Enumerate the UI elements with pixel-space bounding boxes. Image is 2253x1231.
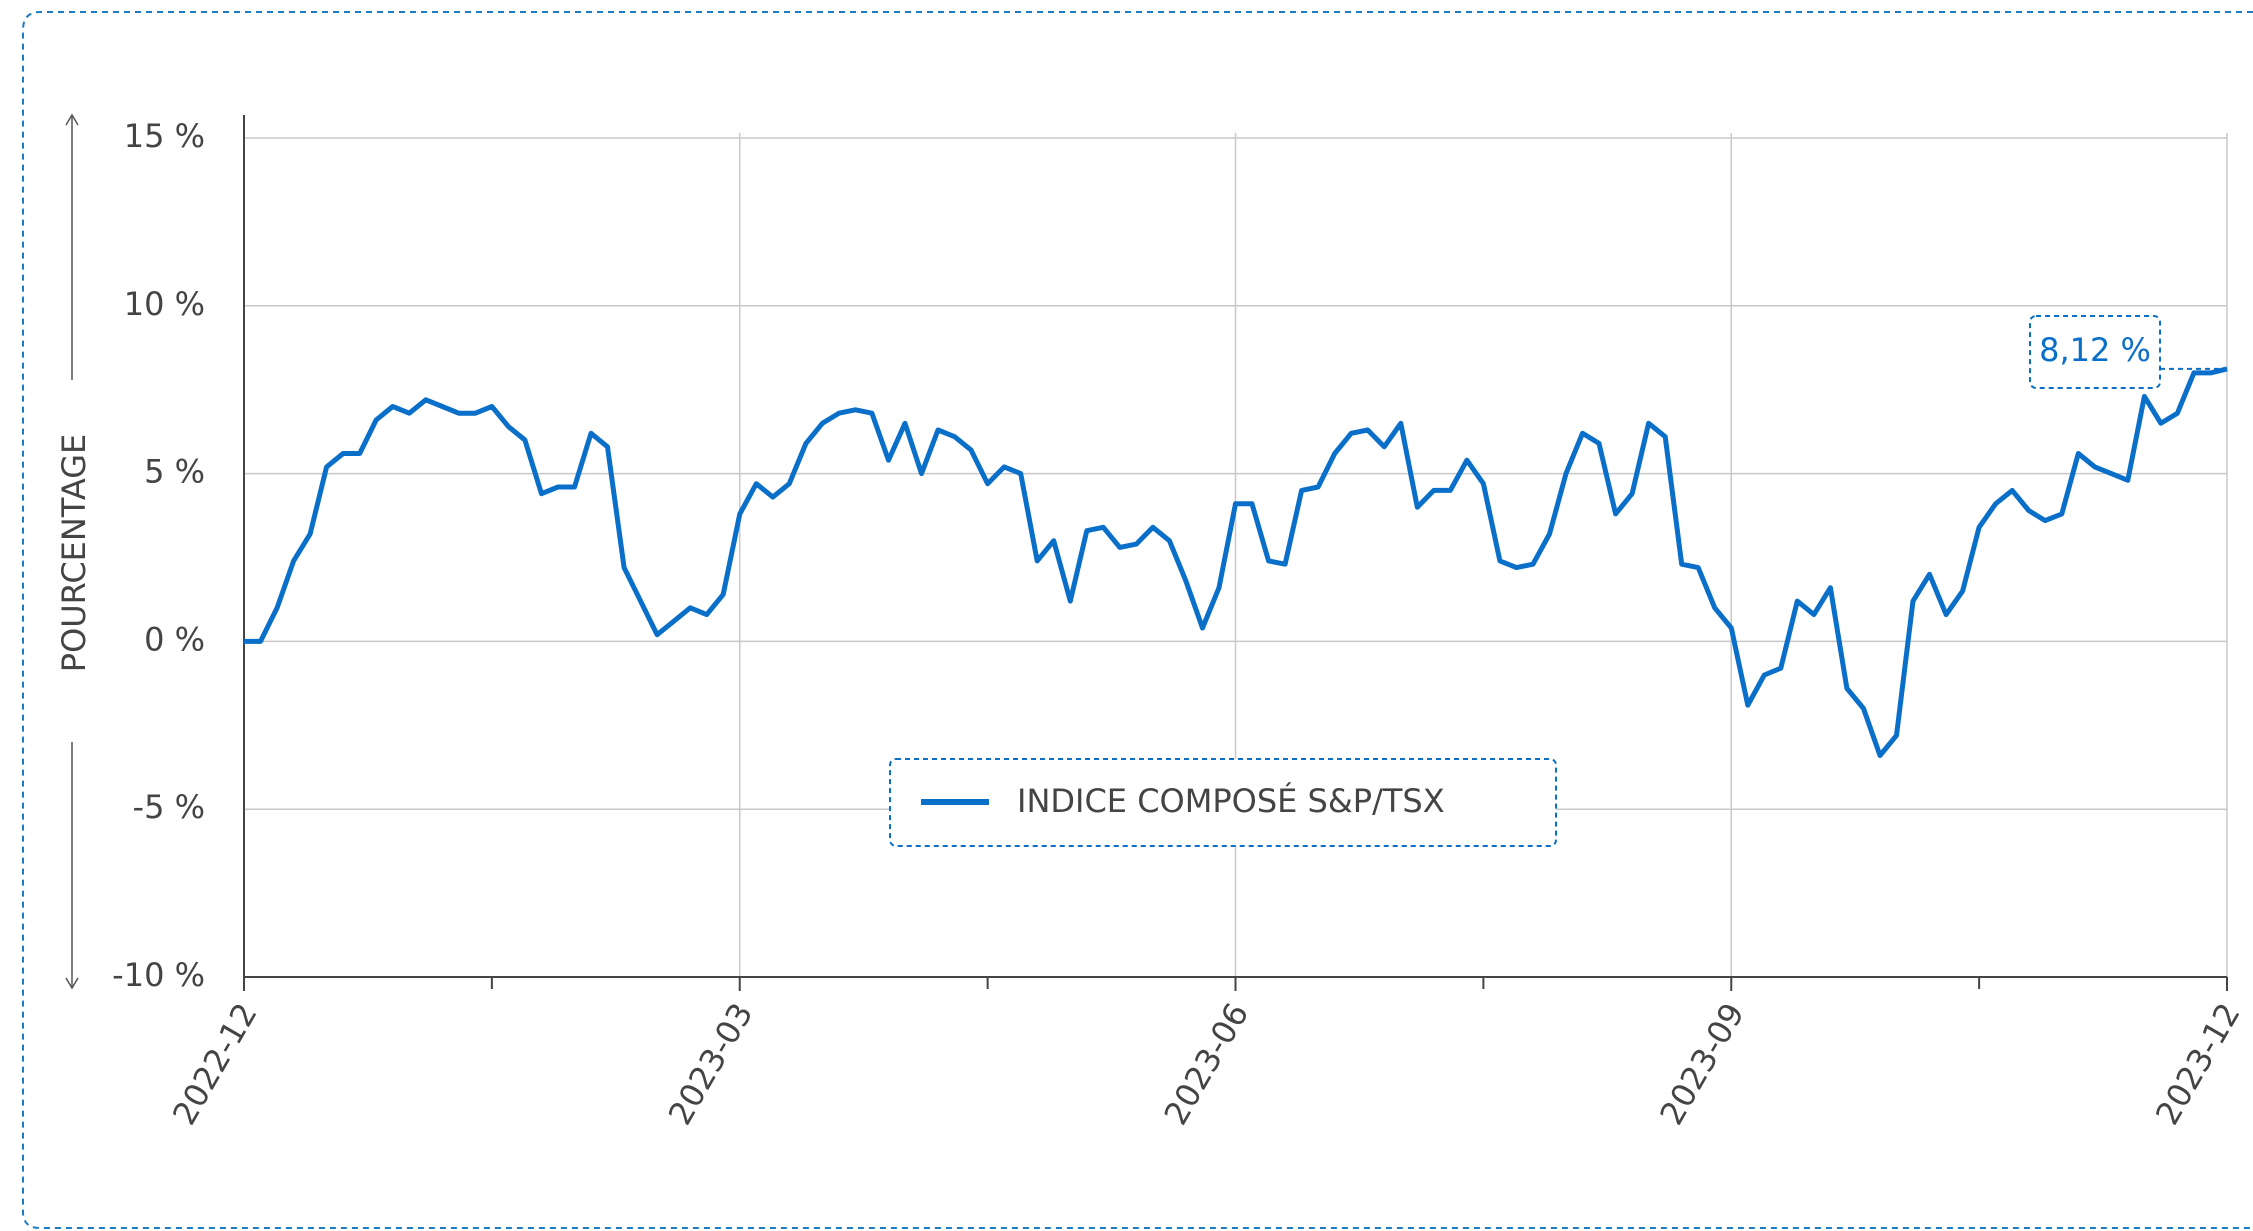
- line: [244, 366, 2228, 758]
- y-tick-label: -10 %: [112, 956, 205, 994]
- y-tick-label: 5 %: [144, 453, 205, 491]
- x-tick-label: 2023-09: [1652, 997, 1752, 1132]
- x-tick-label: 2022-12: [165, 997, 265, 1132]
- annotation-box: [2029, 315, 2161, 389]
- y-tick-label: 15 %: [124, 117, 205, 155]
- annotation: 8,12 %: [2039, 331, 2151, 369]
- y-tick-label: -5 %: [133, 788, 205, 826]
- legend-box: [889, 758, 1557, 847]
- y-tick-label: 10 %: [124, 285, 205, 323]
- frame: [22, 11, 2253, 1229]
- x-tick-label: 2023-12: [2148, 997, 2248, 1132]
- x-tick-label: 2023-03: [661, 997, 761, 1132]
- arrow-down-head: [65, 977, 79, 990]
- y-tick-label: 0 %: [144, 620, 205, 658]
- x-tick-label: 2023-06: [1156, 997, 1256, 1132]
- legend-label: INDICE COMPOSÉ S&P/TSX: [1017, 782, 1445, 820]
- arrow-up-head: [65, 113, 79, 126]
- y-axis-label: POURCENTAGE: [55, 434, 93, 672]
